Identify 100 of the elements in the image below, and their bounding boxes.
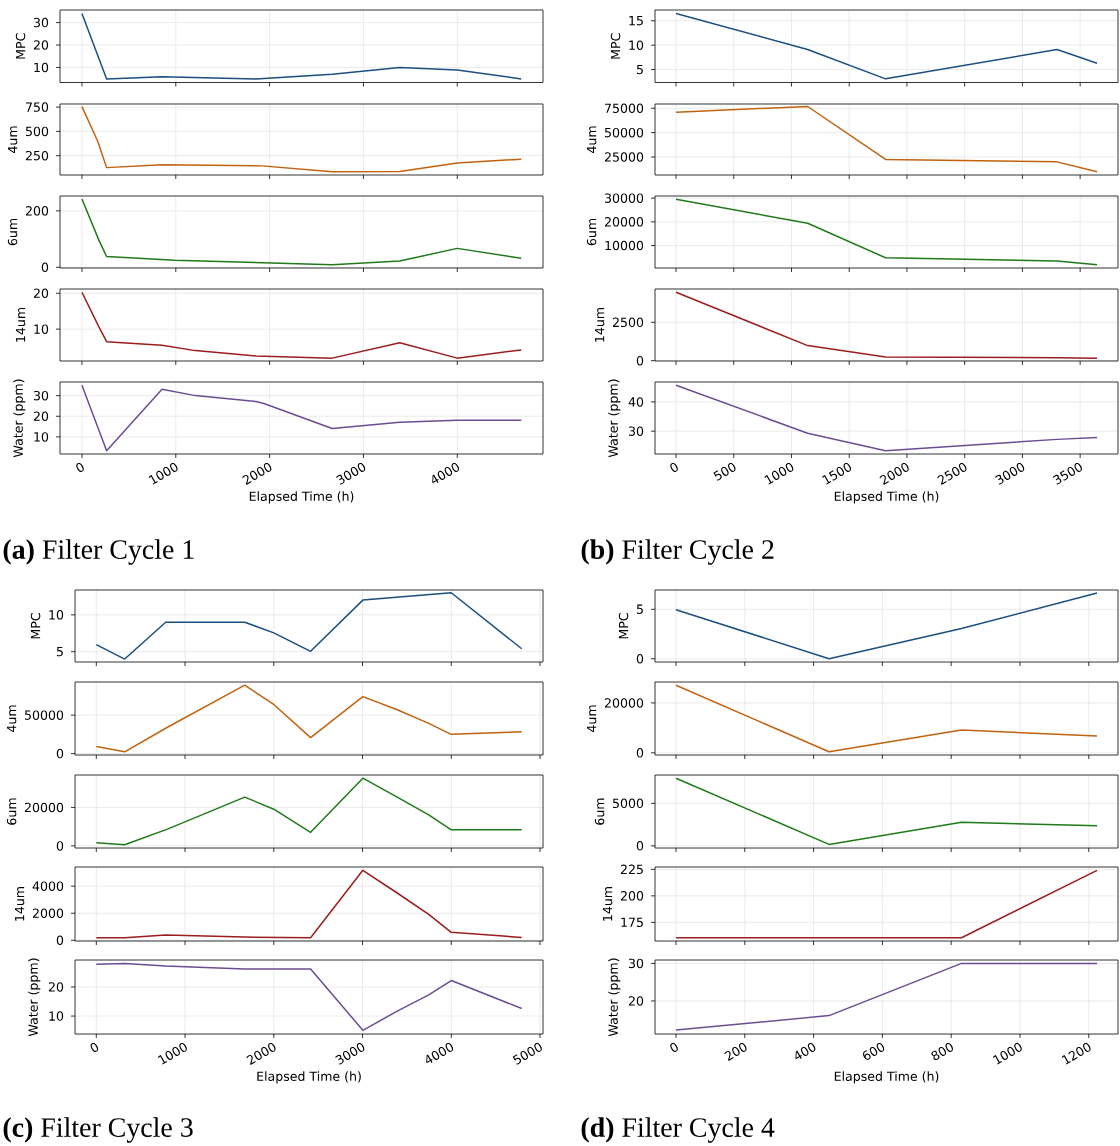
x-tick-label: 4000 <box>432 462 460 484</box>
line-series <box>81 12 522 80</box>
x-tick-label: 600 <box>862 1042 885 1060</box>
y-tick-label: 0 <box>56 748 64 759</box>
y-tick-label: 30 <box>33 390 49 401</box>
y-tick-label: 40 <box>628 397 644 407</box>
y-tick-label: 500 <box>25 126 49 137</box>
line-series <box>675 592 1098 660</box>
y-tick-label: 20 <box>628 996 644 1006</box>
y-tick-label: 20000 <box>604 698 644 708</box>
y-tick-label: 5 <box>636 604 643 614</box>
line-series <box>675 105 1098 173</box>
y-tick-label: 2000 <box>32 908 64 918</box>
y-axis-title: 6um <box>594 798 605 825</box>
y-axis-title: MPC <box>610 33 621 59</box>
y-tick-label: 30 <box>628 426 644 436</box>
y-axis-title: 4um <box>7 126 18 153</box>
y-tick-label: 2500 <box>612 317 644 328</box>
x-tick-label: 500 <box>713 462 736 481</box>
y-tick-label: 4000 <box>32 881 64 891</box>
y-axis-title: Water (ppm) <box>13 379 26 458</box>
y-tick-label: 10 <box>34 324 49 334</box>
y-tick-label: 50000 <box>25 710 64 720</box>
x-tick-label: 0 <box>76 462 84 472</box>
y-tick-label: 0 <box>636 841 644 851</box>
y-axis-title: 4um <box>587 126 597 153</box>
y-axis-title: 6um <box>6 798 17 825</box>
line-series <box>675 12 1098 80</box>
x-axis-title: Elapsed Time (h) <box>257 1071 361 1084</box>
y-tick-label: 20 <box>33 411 49 422</box>
line-series <box>675 198 1098 266</box>
y-tick-label: 30000 <box>605 193 644 203</box>
text: (c) Filter Cycle 3 <box>3 1117 193 1143</box>
y-tick-label: 0 <box>636 654 644 664</box>
y-tick-label: 5000 <box>612 798 644 809</box>
y-tick-label: 75000 <box>605 103 644 114</box>
y-tick-label: 10000 <box>605 240 644 251</box>
x-axis-title: Elapsed Time (h) <box>834 491 939 504</box>
x-tick-label: 800 <box>931 1042 954 1061</box>
line-series <box>95 869 523 939</box>
y-tick-label: 175 <box>621 917 643 928</box>
y-tick-label: 225 <box>620 864 643 875</box>
y-tick-label: 30 <box>33 17 49 28</box>
x-tick-label: 0 <box>90 1042 99 1052</box>
y-axis-title: 14um <box>15 887 25 921</box>
y-tick-label: 0 <box>636 355 644 366</box>
y-axis-title: MPC <box>618 613 629 639</box>
line-series <box>81 198 522 266</box>
text: (b) Filter Cycle 2 <box>581 539 774 565</box>
x-tick-label: 400 <box>795 1042 816 1060</box>
y-tick-label: 750 <box>26 102 49 112</box>
y-axis-title: 14um <box>595 308 605 342</box>
y-tick-label: 15 <box>629 16 643 26</box>
line-series <box>81 105 522 173</box>
y-tick-label: 30 <box>628 958 644 969</box>
text: (a) Filter Cycle 1 <box>3 539 194 565</box>
y-tick-label: 20000 <box>24 802 64 813</box>
x-tick-label: 0 <box>670 1042 678 1052</box>
y-axis-title: Water (ppm) <box>608 958 621 1037</box>
y-tick-label: 10 <box>49 1011 64 1021</box>
y-axis-title: 6um <box>586 218 597 246</box>
text: (d) Filter Cycle 4 <box>581 1117 775 1143</box>
y-tick-label: 25000 <box>604 152 644 162</box>
y-tick-label: 0 <box>56 935 64 946</box>
line-series <box>675 384 1098 452</box>
y-tick-label: 20000 <box>604 217 644 227</box>
x-axis-title: Elapsed Time (h) <box>834 1071 939 1084</box>
x-axis-title: Elapsed Time (h) <box>249 491 354 504</box>
y-axis-title: 14um <box>602 887 613 921</box>
y-tick-label: 5 <box>56 647 63 657</box>
x-tick-label: 200 <box>724 1042 747 1061</box>
y-axis-title: 4um <box>587 705 597 732</box>
line-series <box>95 962 523 1032</box>
line-series <box>675 777 1098 846</box>
x-tick-label: 4000 <box>426 1042 454 1064</box>
y-axis-title: Water (ppm) <box>28 958 41 1037</box>
y-axis-title: 6um <box>7 218 18 246</box>
line-series <box>81 384 522 452</box>
line-series <box>81 291 522 359</box>
y-axis-title: 14um <box>15 308 26 342</box>
y-tick-label: 250 <box>25 150 49 161</box>
y-axis-title: 4um <box>7 705 17 732</box>
y-tick-label: 10 <box>34 62 49 73</box>
y-tick-label: 20 <box>33 288 49 299</box>
line-series <box>675 684 1098 753</box>
y-tick-label: 0 <box>41 262 49 273</box>
y-tick-label: 10 <box>49 610 64 620</box>
y-axis-title: MPC <box>15 33 26 59</box>
y-tick-label: 200 <box>25 206 49 216</box>
y-axis-title: Water (ppm) <box>608 379 621 458</box>
y-tick-label: 0 <box>56 841 64 851</box>
line-series <box>95 591 523 660</box>
line-series <box>95 684 523 753</box>
y-tick-label: 10 <box>629 40 644 50</box>
x-tick-label: 0 <box>670 462 678 472</box>
y-tick-label: 200 <box>620 891 644 901</box>
y-tick-label: 5 <box>636 64 643 75</box>
y-tick-label: 20 <box>33 40 49 50</box>
y-tick-label: 20 <box>48 982 64 992</box>
y-axis-title: MPC <box>30 613 41 639</box>
